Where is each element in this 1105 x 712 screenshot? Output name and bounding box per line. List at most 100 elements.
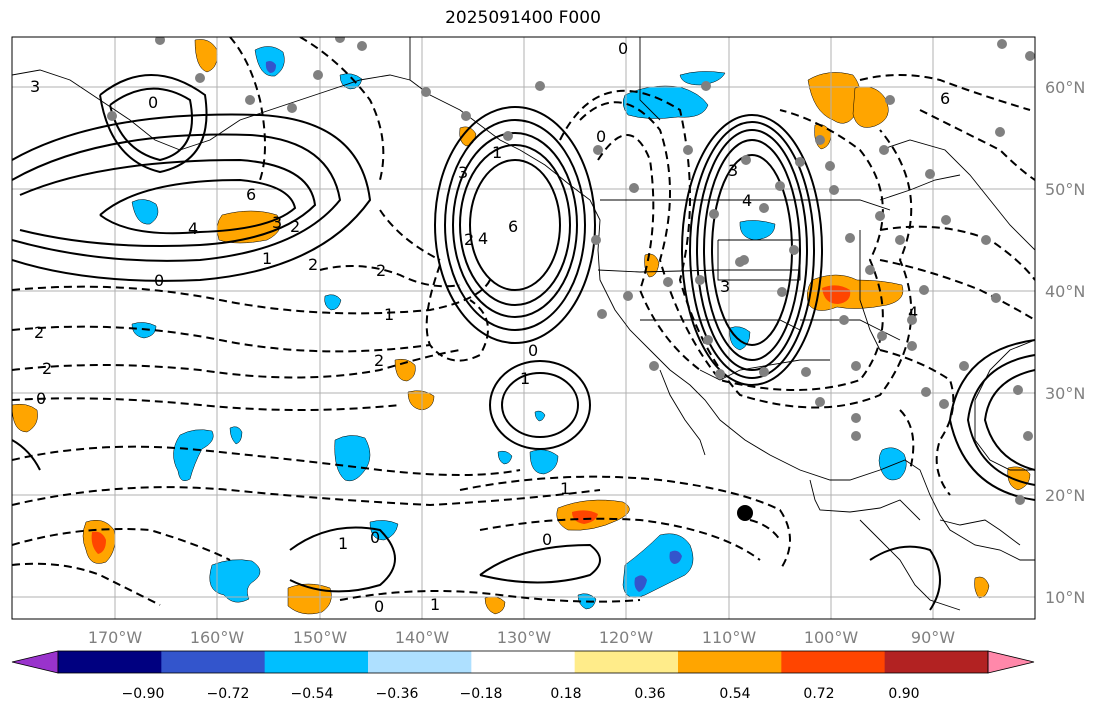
contour-label: 4 — [478, 229, 488, 248]
contour-label: 0 — [154, 271, 164, 290]
contour-label: 1 — [520, 369, 530, 388]
lat-tick-label: 40°N — [1045, 282, 1085, 301]
negative-patch — [369, 520, 399, 541]
lon-tick-label: 130°W — [497, 628, 552, 647]
lon-axis: 170°W 160°W 150°W 140°W 130°W 120°W 110°… — [88, 628, 955, 647]
positive-patch — [91, 531, 106, 554]
negative-patch — [497, 450, 513, 465]
colorbar-segment — [781, 651, 886, 673]
colorbar-segment — [884, 651, 989, 673]
contour-label: 3 — [458, 163, 468, 182]
plot-frame — [11, 36, 1036, 620]
colorbar-segment — [161, 651, 266, 673]
negative-patch — [878, 447, 907, 481]
contour-label: 0 — [618, 39, 628, 58]
solid-contours — [12, 74, 1035, 611]
contour-label: 0 — [148, 93, 158, 112]
colorbar-tick-labels: −0.90 −0.72 −0.54 −0.36 −0.18 0.18 0.36 … — [122, 686, 920, 702]
lat-tick-label: 30°N — [1045, 384, 1085, 403]
positive-patch — [287, 583, 332, 615]
colorbar-tick-label: 0.90 — [888, 686, 919, 702]
lat-tick-label: 60°N — [1045, 78, 1085, 97]
lon-tick-label: 90°W — [911, 628, 955, 647]
contour-label: 2 — [376, 261, 386, 280]
contour-labels: 3 0 6 4 3 2 1 2 2 2 0 1 2 2 0 1 0 1 0 0 … — [30, 39, 950, 616]
colorbar-segment — [368, 651, 472, 673]
colorbar-tick-label: 0.72 — [803, 686, 834, 702]
negative-patch — [634, 575, 647, 592]
contour-label: 2 — [42, 359, 52, 378]
negative-patch — [669, 550, 682, 564]
contour-label: 2 — [464, 230, 474, 249]
contour-label: 1 — [338, 534, 348, 553]
lon-tick-label: 160°W — [190, 628, 245, 647]
positive-patch — [852, 86, 889, 128]
contour-label: 4 — [188, 219, 198, 238]
negative-patch — [265, 61, 276, 73]
contour-label: 1 — [560, 479, 570, 498]
colorbar — [11, 650, 1035, 674]
positive-patch — [394, 358, 416, 382]
contour-label: 3 — [728, 161, 738, 180]
colorbar-tick-label: 0.18 — [550, 686, 581, 702]
positive-patch — [974, 576, 990, 599]
contour-label: 0 — [36, 389, 46, 408]
contour-label: 6 — [246, 185, 256, 204]
negative-patch — [131, 199, 159, 225]
positive-patch — [194, 39, 218, 73]
lat-axis: 60°N 50°N 40°N 30°N 20°N 10°N — [1045, 78, 1085, 607]
contour-label: 0 — [542, 530, 552, 549]
lat-tick-label: 50°N — [1045, 180, 1085, 199]
colorbar-tick-label: −0.90 — [122, 686, 165, 702]
colorbar-extend-low — [11, 650, 59, 674]
lon-tick-label: 100°W — [804, 628, 859, 647]
contour-label: 4 — [742, 191, 752, 210]
colorbar-tick-label: 0.36 — [634, 686, 665, 702]
map-title: 2025091400 F000 — [445, 8, 601, 28]
contour-label: 0 — [370, 528, 380, 547]
negative-patch — [209, 559, 261, 603]
contour-label: 3 — [720, 277, 730, 296]
negative-patch — [334, 435, 371, 482]
colorbar-segment — [58, 651, 162, 673]
negative-patch — [173, 429, 214, 481]
contour-label: 0 — [596, 127, 606, 146]
colorbar-tick-label: 0.54 — [719, 686, 750, 702]
colorbar-segment — [471, 651, 576, 673]
contour-label: 3 — [30, 77, 40, 96]
lon-tick-label: 140°W — [395, 628, 450, 647]
negative-patch — [739, 220, 776, 241]
negative-patch — [679, 71, 726, 86]
lon-tick-label: 120°W — [599, 628, 654, 647]
positive-patch — [572, 510, 598, 524]
contour-label: 4 — [908, 303, 918, 322]
contour-label: 0 — [528, 341, 538, 360]
contour-label: 2 — [34, 323, 44, 342]
colorbar-tick-label: −0.72 — [207, 686, 250, 702]
contour-label: 2 — [308, 255, 318, 274]
colorbar-tick-label: −0.18 — [460, 686, 503, 702]
positive-patch — [822, 285, 851, 304]
lat-tick-label: 10°N — [1045, 588, 1085, 607]
lon-tick-label: 150°W — [293, 628, 348, 647]
colorbar-tick-label: −0.54 — [291, 686, 334, 702]
colorbar-tick-label: −0.36 — [376, 686, 419, 702]
colorbar-segment — [264, 651, 369, 673]
negative-patch — [324, 294, 342, 311]
colorbar-segment — [678, 651, 782, 673]
lat-tick-label: 20°N — [1045, 486, 1085, 505]
station-dots — [107, 37, 1035, 505]
contour-label: 1 — [262, 249, 272, 268]
contour-label: 1 — [430, 595, 440, 614]
negative-patch — [229, 426, 243, 445]
contour-label: 2 — [290, 217, 300, 236]
contour-label: 0 — [374, 597, 384, 616]
negative-patch — [529, 449, 559, 475]
colorbar-segment — [574, 651, 679, 673]
marker-dot — [737, 505, 753, 521]
colorbar-frame — [57, 650, 989, 674]
lon-tick-label: 170°W — [88, 628, 143, 647]
contour-label: 3 — [272, 213, 282, 232]
contour-label: 1 — [384, 305, 394, 324]
